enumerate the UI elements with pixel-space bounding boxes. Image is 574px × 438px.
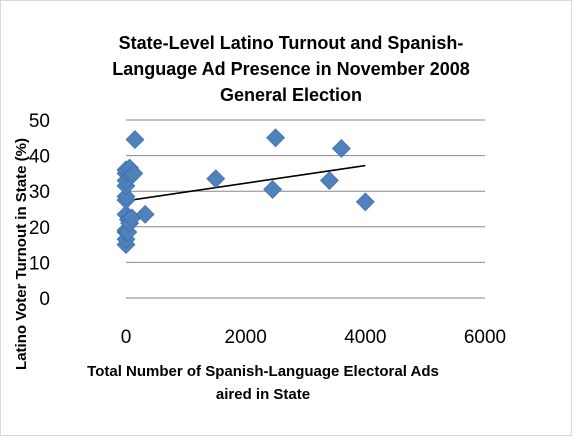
chart-title: State-Level Latino Turnout and Spanish- L… bbox=[112, 33, 469, 105]
x-tick-label: 0 bbox=[121, 327, 132, 348]
x-tick-label: 6000 bbox=[464, 327, 506, 348]
chart-title-line: Language Ad Presence in November 2008 bbox=[112, 59, 469, 79]
y-tick-labels: 0 10 20 30 40 50 bbox=[29, 111, 50, 310]
y-tick-label: 50 bbox=[29, 111, 50, 132]
trendline-line bbox=[125, 164, 366, 202]
x-tick-label: 4000 bbox=[344, 327, 386, 348]
y-axis-title: Latino Voter Turnout in State (%) bbox=[13, 138, 30, 370]
data-point bbox=[331, 139, 351, 158]
y-tick-label: 20 bbox=[29, 218, 50, 239]
data-point bbox=[263, 179, 283, 199]
data-points bbox=[116, 128, 375, 255]
data-point bbox=[135, 204, 155, 224]
x-axis-title-line: Total Number of Spanish-Language Elector… bbox=[87, 363, 439, 380]
y-axis-title-text: Latino Voter Turnout in State (%) bbox=[13, 138, 30, 370]
y-tick-label: 40 bbox=[29, 147, 50, 168]
x-tick-labels: 0 2000 4000 6000 bbox=[121, 327, 506, 348]
x-axis-title: Total Number of Spanish-Language Elector… bbox=[87, 363, 439, 403]
y-tick-label: 30 bbox=[29, 182, 50, 203]
chart-title-line: State-Level Latino Turnout and Spanish- bbox=[119, 33, 464, 53]
data-point bbox=[124, 163, 144, 183]
chart-title-line: General Election bbox=[220, 85, 362, 105]
x-axis-title-line: aired in State bbox=[216, 386, 310, 403]
data-point bbox=[355, 192, 375, 212]
gridlines bbox=[126, 119, 485, 299]
x-tick-label: 2000 bbox=[225, 327, 267, 348]
trendline bbox=[125, 164, 366, 202]
data-point bbox=[266, 128, 286, 148]
y-tick-label: 10 bbox=[29, 253, 50, 274]
data-point bbox=[206, 169, 226, 189]
y-tick-label: 0 bbox=[39, 289, 50, 310]
data-point bbox=[320, 171, 339, 190]
data-point bbox=[116, 187, 136, 206]
data-point bbox=[125, 130, 145, 150]
